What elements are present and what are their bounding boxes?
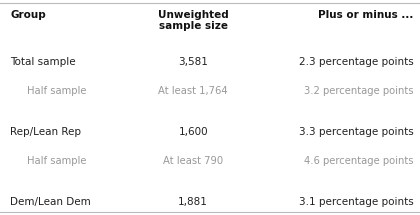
Text: Half sample: Half sample bbox=[27, 86, 87, 96]
Text: Half sample: Half sample bbox=[27, 156, 87, 166]
Text: Unweighted
sample size: Unweighted sample size bbox=[158, 10, 228, 31]
Text: Total sample: Total sample bbox=[10, 57, 76, 67]
Text: Plus or minus ...: Plus or minus ... bbox=[318, 10, 414, 20]
Text: At least 1,764: At least 1,764 bbox=[158, 86, 228, 96]
Text: 3.1 percentage points: 3.1 percentage points bbox=[299, 197, 414, 207]
Text: 3.3 percentage points: 3.3 percentage points bbox=[299, 127, 414, 137]
Text: 1,881: 1,881 bbox=[178, 197, 208, 207]
Text: 3,581: 3,581 bbox=[178, 57, 208, 67]
Text: Dem/Lean Dem: Dem/Lean Dem bbox=[10, 197, 91, 207]
Text: Rep/Lean Rep: Rep/Lean Rep bbox=[10, 127, 81, 137]
Text: 2.3 percentage points: 2.3 percentage points bbox=[299, 57, 414, 67]
Text: Group: Group bbox=[10, 10, 46, 20]
Text: 1,600: 1,600 bbox=[178, 127, 208, 137]
Text: 3.2 percentage points: 3.2 percentage points bbox=[304, 86, 414, 96]
Text: At least 790: At least 790 bbox=[163, 156, 223, 166]
Text: 4.6 percentage points: 4.6 percentage points bbox=[304, 156, 414, 166]
